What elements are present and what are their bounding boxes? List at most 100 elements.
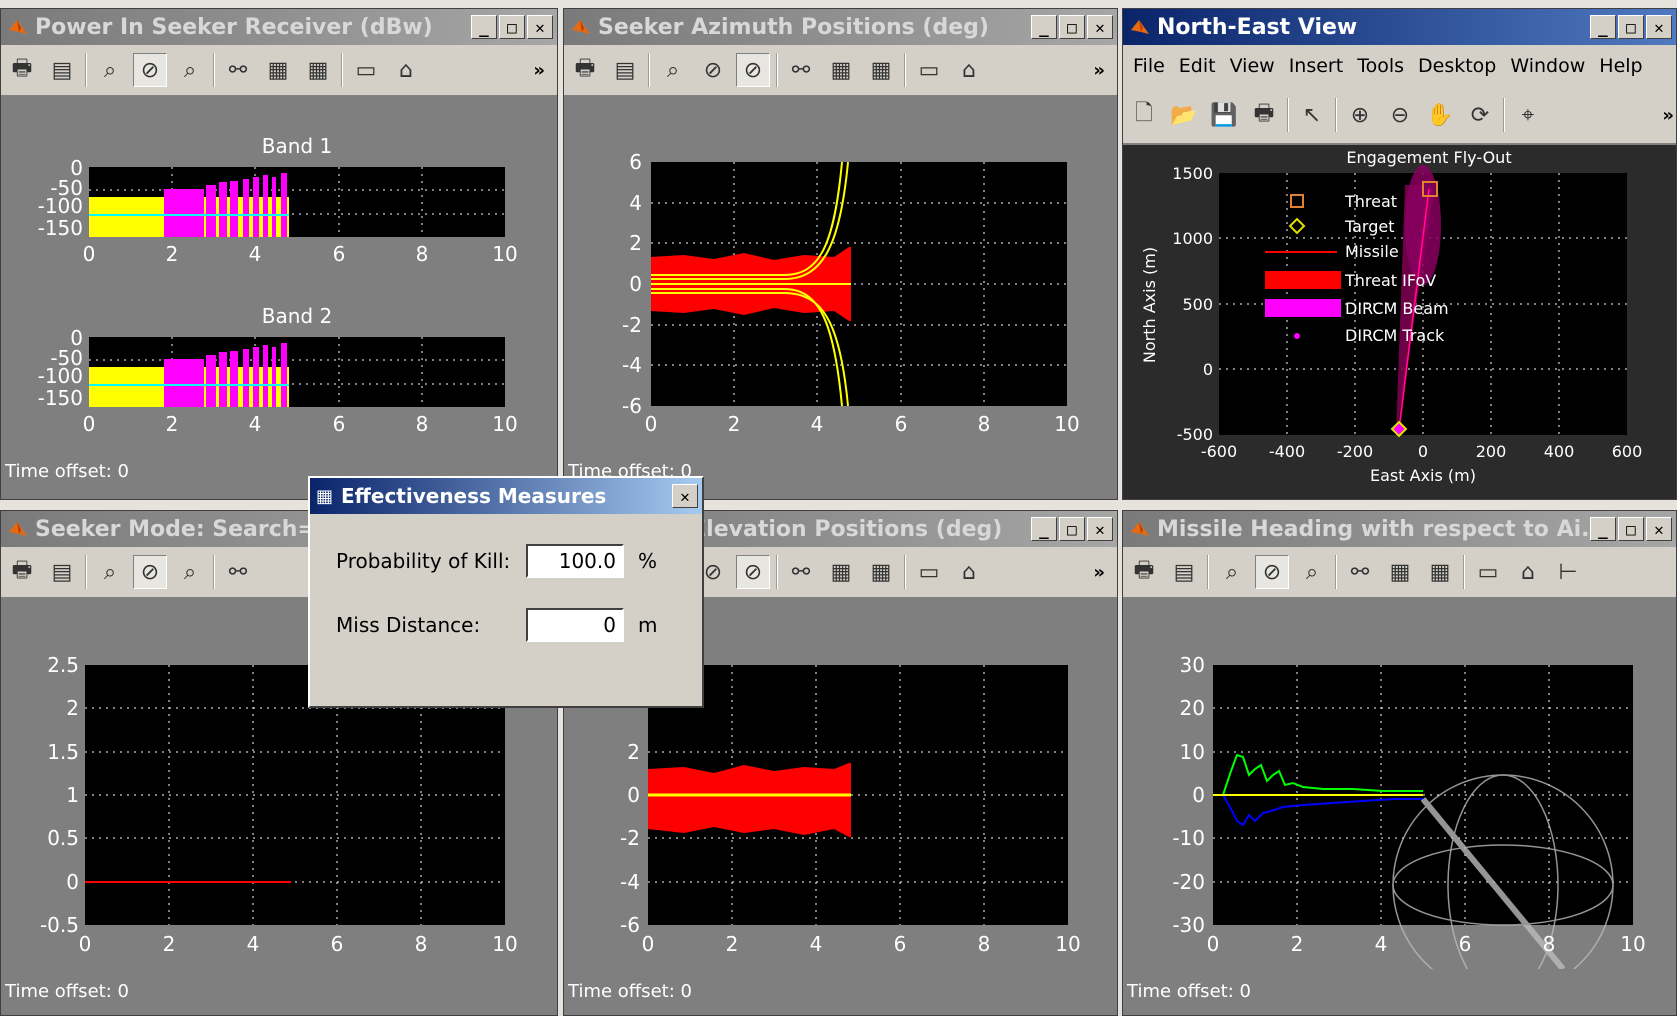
more-icon[interactable]: » [1662, 104, 1674, 126]
maximize-button[interactable]: □ [499, 15, 525, 39]
floating-scope-icon[interactable]: ▭ [918, 559, 940, 585]
close-button[interactable]: ✕ [1646, 517, 1672, 541]
zoom-y-icon[interactable]: ⊘ [736, 53, 770, 87]
more-icon[interactable]: » [1093, 59, 1105, 81]
y-tick: -2 [620, 826, 640, 850]
zoom-icon[interactable]: ⌕ [1225, 559, 1239, 585]
rotate-3d-icon[interactable]: ⟳ [1470, 102, 1490, 128]
maximize-button[interactable]: □ [1059, 15, 1085, 39]
autoscale-icon[interactable]: ⚯ [791, 57, 811, 83]
lock-icon[interactable]: ⌂ [399, 57, 413, 83]
save-axes-icon[interactable]: ▦ [830, 57, 852, 83]
edit-plot-arrow-icon[interactable]: ↖ [1302, 102, 1322, 128]
autoscale-icon[interactable]: ⚯ [228, 57, 248, 83]
y-tick: 0 [66, 870, 79, 894]
menu-help[interactable]: Help [1599, 55, 1643, 77]
save-icon[interactable]: 💾 [1210, 102, 1238, 128]
print-icon[interactable]: 🖶 [1253, 101, 1275, 126]
titlebar[interactable]: Missile Heading with respect to Ai... _ □… [1123, 511, 1676, 547]
print-icon[interactable]: 🖶 [11, 56, 33, 81]
x-tick: 2 [728, 412, 741, 436]
miss-distance-field[interactable]: 0 [526, 608, 624, 642]
print-icon[interactable]: 🖶 [574, 56, 596, 81]
pan-icon[interactable]: ✋ [1426, 102, 1454, 128]
parameters-icon[interactable]: ▤ [51, 57, 73, 83]
save-axes-icon[interactable]: ▦ [830, 559, 852, 585]
pk-field[interactable]: 100.0 [526, 544, 624, 578]
parameters-icon[interactable]: ▤ [51, 559, 73, 585]
parameters-icon[interactable]: ▤ [1173, 559, 1195, 585]
autoscale-icon[interactable]: ⚯ [1350, 559, 1370, 585]
menu-tools[interactable]: Tools [1357, 55, 1404, 77]
more-icon[interactable]: » [533, 59, 545, 81]
minimize-button[interactable]: _ [1590, 15, 1616, 39]
menu-insert[interactable]: Insert [1288, 55, 1344, 77]
minimize-button[interactable]: _ [1031, 517, 1057, 541]
zoom-x-icon[interactable]: ⊘ [133, 53, 167, 87]
maximize-button[interactable]: □ [1618, 517, 1644, 541]
legend: Threat Target Missile Threat IFoV DIRCM … [1265, 192, 1449, 345]
zoom-y-icon[interactable]: ⌕ [183, 559, 197, 585]
zoom-out-icon[interactable]: ⊖ [1390, 102, 1410, 128]
window-heading: Missile Heading with respect to Ai... _ □… [1122, 510, 1677, 1016]
zoom-x-icon[interactable]: ⊘ [1255, 555, 1289, 589]
dialog-titlebar[interactable]: ▦ Effectiveness Measures ✕ [310, 478, 702, 514]
signal-selection-icon[interactable]: ⊢ [1558, 559, 1578, 585]
more-icon[interactable]: » [1093, 561, 1105, 583]
maximize-button[interactable]: □ [1059, 517, 1085, 541]
print-icon[interactable]: 🖶 [11, 558, 33, 583]
print-icon[interactable]: 🖶 [1133, 558, 1155, 583]
restore-axes-icon[interactable]: ▦ [870, 559, 892, 585]
dialog-close-button[interactable]: ✕ [672, 484, 698, 508]
minimize-button[interactable]: _ [471, 15, 497, 39]
zoom-y-icon[interactable]: ⊘ [736, 555, 770, 589]
menu-file[interactable]: File [1133, 55, 1165, 77]
save-axes-icon[interactable]: ▦ [1389, 559, 1411, 585]
restore-axes-icon[interactable]: ▦ [870, 57, 892, 83]
matlab-logo-icon [572, 20, 590, 34]
floating-scope-icon[interactable]: ▭ [355, 57, 377, 83]
autoscale-icon[interactable]: ⚯ [228, 559, 248, 585]
zoom-x-icon[interactable]: ⊘ [703, 559, 723, 585]
zoom-y-icon[interactable]: ⌕ [183, 57, 197, 83]
series-heading-blue [1213, 794, 1423, 827]
x-tick: 4 [249, 242, 262, 266]
lock-icon[interactable]: ⌂ [1521, 559, 1535, 585]
menu-window[interactable]: Window [1510, 55, 1586, 77]
new-figure-icon[interactable]: 🗋 [1135, 101, 1153, 126]
zoom-y-icon[interactable]: ⌕ [1305, 559, 1319, 585]
close-button[interactable]: ✕ [1087, 517, 1113, 541]
data-cursor-icon[interactable]: ⌖ [1521, 102, 1535, 128]
minimize-button[interactable]: _ [1031, 15, 1057, 39]
lock-icon[interactable]: ⌂ [962, 57, 976, 83]
zoom-icon[interactable]: ⌕ [103, 559, 117, 585]
zoom-x-icon[interactable]: ⊘ [703, 57, 723, 83]
zoom-x-icon[interactable]: ⊘ [133, 555, 167, 589]
lock-icon[interactable]: ⌂ [962, 559, 976, 585]
menu-desktop[interactable]: Desktop [1418, 55, 1497, 77]
close-button[interactable]: ✕ [1087, 15, 1113, 39]
separator [1503, 98, 1505, 132]
y-tick: 10 [1180, 740, 1205, 764]
close-button[interactable]: ✕ [1646, 15, 1672, 39]
menu-view[interactable]: View [1229, 55, 1275, 77]
zoom-icon[interactable]: ⌕ [666, 57, 680, 83]
floating-scope-icon[interactable]: ▭ [1477, 559, 1499, 585]
titlebar[interactable]: Seeker Azimuth Positions (deg) _ □ ✕ [564, 9, 1117, 45]
save-axes-icon[interactable]: ▦ [267, 57, 289, 83]
parameters-icon[interactable]: ▤ [614, 57, 636, 83]
minimize-button[interactable]: _ [1590, 517, 1616, 541]
zoom-in-icon[interactable]: ⊕ [1350, 102, 1370, 128]
autoscale-icon[interactable]: ⚯ [791, 559, 811, 585]
menu-edit[interactable]: Edit [1178, 55, 1216, 77]
floating-scope-icon[interactable]: ▭ [918, 57, 940, 83]
restore-axes-icon[interactable]: ▦ [307, 57, 329, 83]
titlebar[interactable]: North-East View _ □ ✕ [1123, 9, 1676, 45]
open-icon[interactable]: 📂 [1170, 102, 1198, 128]
close-button[interactable]: ✕ [527, 15, 553, 39]
zoom-icon[interactable]: ⌕ [103, 57, 117, 83]
titlebar[interactable]: Power In Seeker Receiver (dBw) _ □ ✕ [1, 9, 557, 45]
restore-axes-icon[interactable]: ▦ [1429, 559, 1451, 585]
maximize-button[interactable]: □ [1618, 15, 1644, 39]
marker-threat [1422, 181, 1438, 197]
